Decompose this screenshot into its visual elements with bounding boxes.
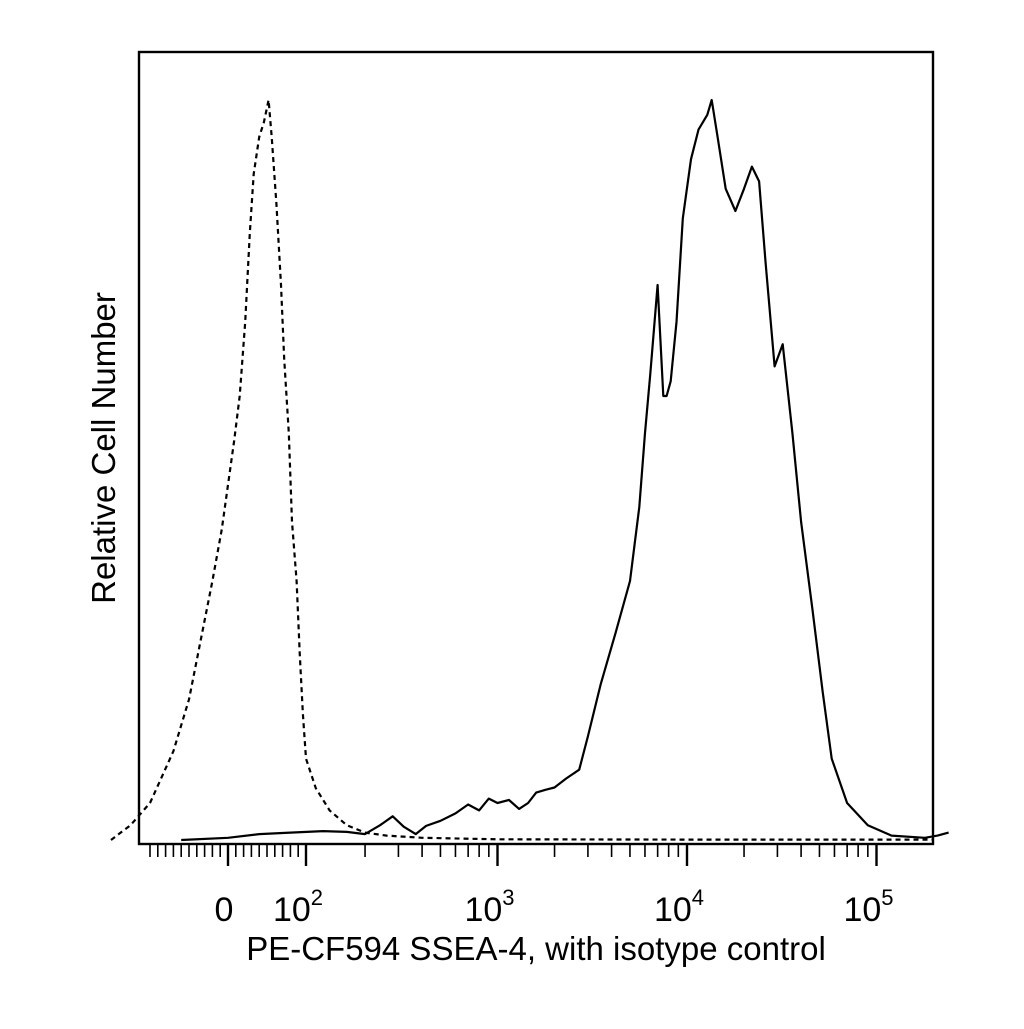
x-tick-label-base: 10 bbox=[273, 891, 311, 929]
x-tick-label-exponent: 4 bbox=[692, 885, 704, 910]
x-tick-label: 102 bbox=[273, 885, 323, 929]
x-tick-label-base: 10 bbox=[654, 891, 692, 929]
x-tick-label: 104 bbox=[654, 885, 704, 929]
x-tick-labels: 0 102 103 104 105 bbox=[215, 885, 894, 929]
x-tick-label: 105 bbox=[843, 885, 893, 929]
x-axis-ticks bbox=[149, 844, 878, 866]
x-tick-label-base: 10 bbox=[843, 891, 881, 929]
series-group bbox=[110, 98, 949, 842]
ssea4-stained-curve bbox=[181, 98, 949, 842]
y-axis-label: Relative Cell Number bbox=[85, 292, 122, 604]
isotype-control-curve bbox=[110, 98, 934, 841]
x-tick-label-exponent: 2 bbox=[311, 885, 323, 910]
plot-frame bbox=[137, 50, 935, 846]
x-tick-label: 103 bbox=[464, 885, 514, 929]
x-axis-label: PE-CF594 SSEA-4, with isotype control bbox=[246, 930, 826, 967]
x-tick-label-exponent: 5 bbox=[881, 885, 893, 910]
x-tick-label-base: 0 bbox=[215, 891, 234, 929]
x-tick-label-base: 10 bbox=[464, 891, 502, 929]
x-tick-label-exponent: 3 bbox=[502, 885, 514, 910]
x-tick-label: 0 bbox=[215, 891, 234, 929]
